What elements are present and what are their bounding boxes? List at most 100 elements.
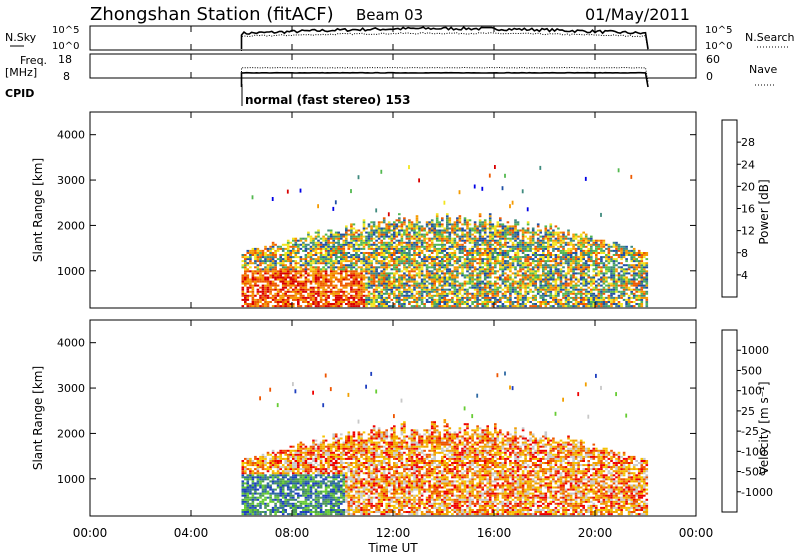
power-cell	[453, 305, 457, 308]
power-cell	[466, 264, 469, 267]
power-cell	[357, 305, 361, 308]
power-cell	[352, 294, 356, 297]
velocity-cell	[246, 488, 250, 491]
power-cell	[327, 229, 330, 232]
power-cell	[544, 305, 548, 308]
power-cell	[625, 298, 628, 301]
power-cell	[400, 241, 404, 244]
power-cell	[536, 290, 540, 293]
power-cell	[524, 278, 527, 281]
power-cell	[605, 243, 608, 246]
power-cell	[443, 239, 447, 242]
power-cell	[463, 235, 467, 238]
power-cell	[529, 241, 532, 244]
power-cell	[413, 268, 416, 271]
power-cell	[269, 247, 272, 250]
power-cell	[340, 280, 343, 283]
power-cell	[483, 229, 487, 232]
power-cell	[322, 239, 325, 242]
power-cell	[607, 254, 611, 256]
power-cell	[504, 305, 507, 308]
power-cell	[577, 305, 580, 308]
power-cell	[375, 276, 378, 279]
power-cell	[458, 266, 462, 269]
power-cell	[509, 231, 512, 234]
power-cell	[635, 284, 638, 287]
power-cell	[289, 294, 293, 297]
power-cell	[605, 260, 608, 263]
power-cell	[319, 254, 323, 256]
power-cell	[552, 284, 555, 287]
velocity-cell	[244, 486, 247, 489]
power-cell	[345, 239, 348, 242]
power-cell	[355, 282, 358, 285]
power-cell	[458, 284, 462, 287]
power-cell	[382, 266, 386, 269]
power-cell	[584, 176, 587, 181]
power-cell	[299, 286, 303, 289]
power-cell	[552, 264, 555, 267]
power-cell	[362, 227, 366, 230]
power-cell	[380, 221, 383, 224]
power-cell	[249, 305, 252, 308]
power-cell	[572, 270, 575, 273]
power-cell	[451, 223, 454, 226]
power-cell	[536, 245, 540, 248]
power-cell	[625, 301, 628, 303]
power-cell	[246, 305, 250, 308]
power-cell	[544, 245, 548, 248]
power-cell	[506, 241, 510, 244]
power-cell	[410, 270, 414, 273]
power-cell	[435, 229, 439, 232]
power-cell	[605, 272, 608, 275]
power-cell	[319, 247, 323, 250]
power-cell	[334, 294, 338, 297]
power-cell	[549, 254, 553, 256]
power-cell	[350, 266, 353, 269]
power-cell	[610, 298, 613, 301]
power-cell	[352, 282, 356, 285]
power-cell	[314, 262, 318, 265]
power-cell	[438, 252, 441, 254]
power-cell	[468, 235, 472, 238]
power-cell	[544, 256, 548, 259]
power-cell	[324, 239, 328, 242]
power-cell	[438, 233, 441, 236]
power-cell	[324, 290, 328, 293]
power-cell	[499, 245, 502, 248]
power-cell	[544, 264, 548, 267]
power-cell	[347, 241, 351, 244]
power-cell	[499, 231, 502, 234]
power-cell	[400, 233, 404, 236]
power-cell	[554, 247, 558, 250]
power-cell	[519, 278, 522, 281]
power-cell	[398, 278, 401, 281]
power-cell	[456, 217, 459, 220]
power-cell	[564, 280, 568, 283]
power-cell	[403, 301, 406, 303]
power-cell	[279, 278, 282, 281]
power-cell	[554, 262, 558, 265]
power-cell	[304, 245, 308, 248]
power-cell	[410, 221, 414, 224]
power-cell	[438, 266, 441, 269]
power-cell	[398, 219, 401, 222]
power-cell	[478, 258, 482, 261]
power-cell	[446, 268, 449, 271]
power-cell	[249, 252, 252, 254]
power-cell	[582, 282, 585, 285]
power-cell	[319, 282, 323, 285]
power-cell	[269, 245, 272, 248]
power-cell	[276, 288, 280, 291]
power-cell	[395, 286, 399, 289]
power-cell	[516, 270, 520, 273]
power-cell	[304, 247, 308, 250]
power-cell	[547, 260, 550, 263]
power-cell	[451, 286, 454, 289]
power-cell	[610, 266, 613, 269]
power-cell	[443, 294, 447, 297]
power-cell	[367, 268, 371, 271]
power-cell	[562, 237, 565, 240]
power-cell	[481, 243, 484, 246]
power-cell	[430, 225, 434, 228]
